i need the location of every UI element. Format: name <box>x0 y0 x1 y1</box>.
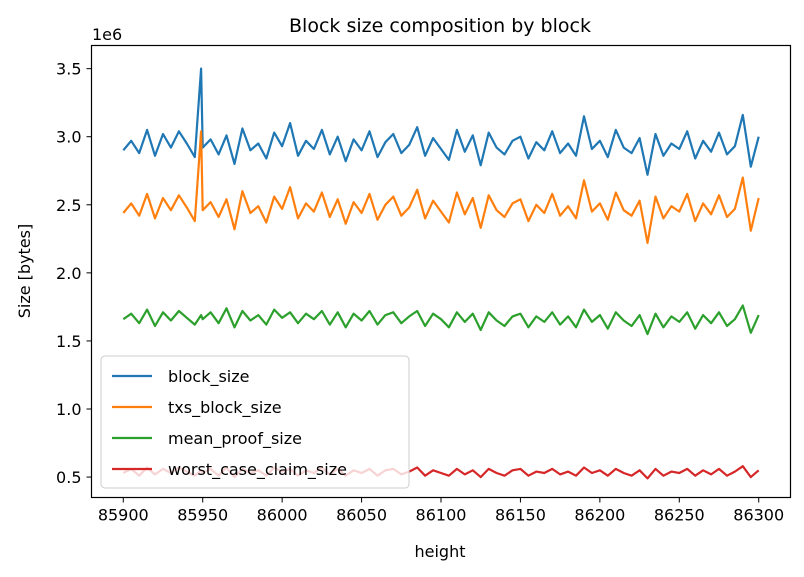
x-tick-label: 86100 <box>416 506 467 525</box>
chart-title: Block size composition by block <box>289 15 591 37</box>
legend: block_size txs_block_size mean_proof_sizew… <box>100 355 410 489</box>
x-tick-label: 86050 <box>336 506 387 525</box>
y-tick-label: 3.5 <box>56 60 81 79</box>
legend-box <box>100 355 410 489</box>
x-tick-label: 85950 <box>177 506 228 525</box>
y-tick-label: 1.0 <box>56 400 81 419</box>
legend-label: txs_block_size <box>168 398 282 418</box>
legend-label: block_size <box>168 367 249 387</box>
x-axis-label: height <box>415 542 466 561</box>
x-axis: 85900 85950 86000 86050 86100 86150 86200 86250… <box>98 497 784 525</box>
x-tick-label: 86200 <box>574 506 625 525</box>
y-axis: 0.5 1.0 1.5 2.0 2.5 3.0 3.5 <box>56 60 92 487</box>
series-line-mean-proof-size <box>122 304 760 336</box>
x-tick-label: 86000 <box>257 506 308 525</box>
x-tick-label: 86250 <box>654 506 705 525</box>
y-tick-label: 2.5 <box>56 196 81 215</box>
series-line-block-size <box>122 67 760 176</box>
y-tick-label: 0.5 <box>56 468 81 487</box>
x-tick-label: 86300 <box>733 506 784 525</box>
y-multiplier-label: 1e6 <box>92 25 122 44</box>
legend-label: mean_proof_size <box>168 429 302 449</box>
y-tick-label: 2.0 <box>56 264 81 283</box>
y-tick-label: 1.5 <box>56 332 81 351</box>
series-line-txs-block-size <box>122 130 760 244</box>
x-tick-label: 86150 <box>495 506 546 525</box>
legend-label: worst_case_claim_size <box>168 460 347 480</box>
y-tick-label: 3.0 <box>56 128 81 147</box>
y-axis-label: Size [bytes] <box>15 224 34 319</box>
x-tick-label: 85900 <box>98 506 149 525</box>
